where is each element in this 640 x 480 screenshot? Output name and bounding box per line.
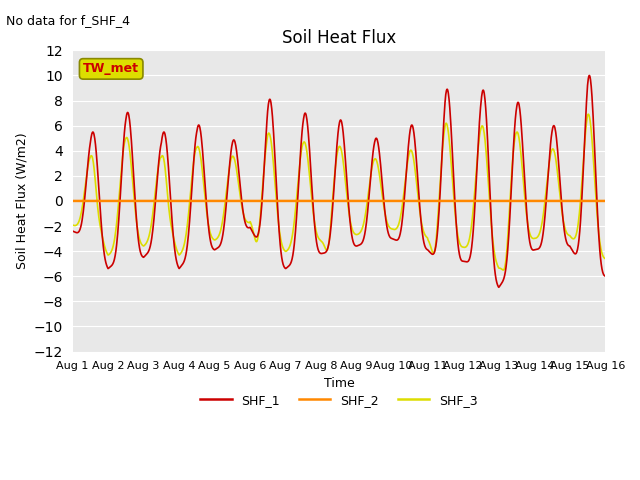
Text: No data for f_SHF_4: No data for f_SHF_4 — [6, 14, 131, 27]
Text: TW_met: TW_met — [83, 62, 139, 75]
X-axis label: Time: Time — [324, 377, 355, 390]
Legend: SHF_1, SHF_2, SHF_3: SHF_1, SHF_2, SHF_3 — [195, 388, 483, 411]
Title: Soil Heat Flux: Soil Heat Flux — [282, 29, 396, 48]
Y-axis label: Soil Heat Flux (W/m2): Soil Heat Flux (W/m2) — [15, 132, 28, 269]
